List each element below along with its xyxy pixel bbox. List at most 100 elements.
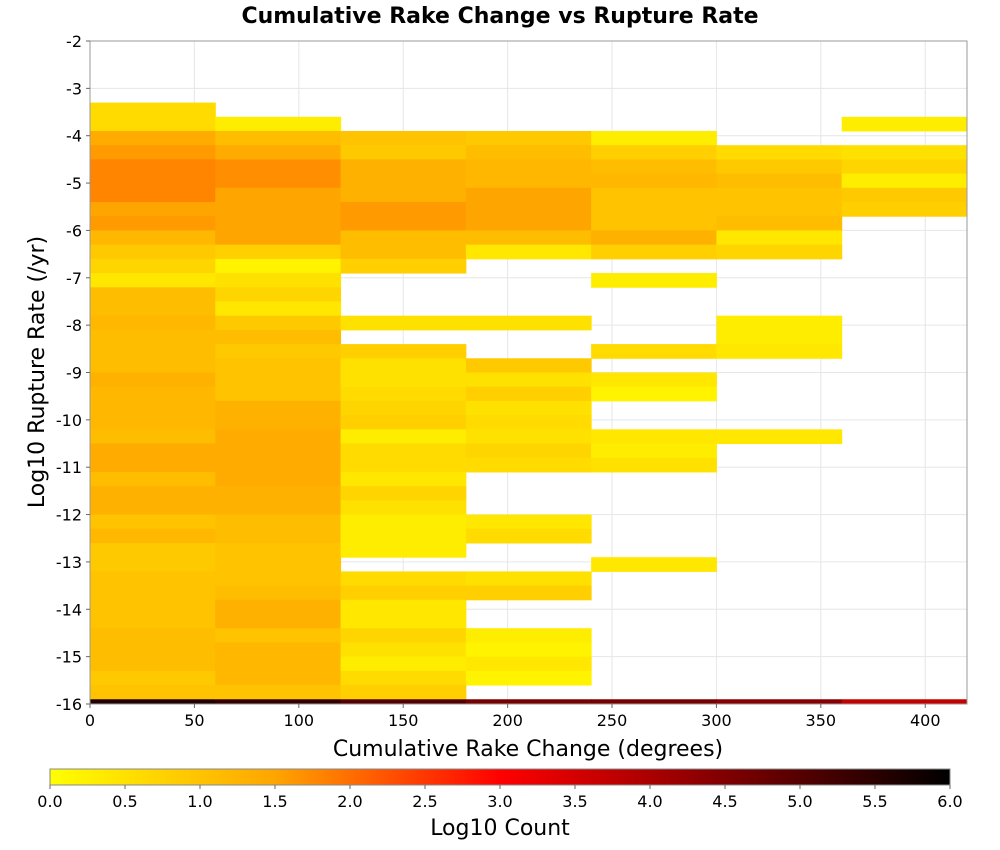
y-tick-label: -5 (66, 174, 82, 193)
heatmap-cell (340, 358, 467, 388)
heatmap-cell (215, 514, 342, 544)
y-tick-label: -13 (56, 553, 82, 572)
heatmap-cell (465, 699, 592, 705)
heatmap-cell (716, 230, 843, 246)
heatmap-cell (841, 159, 968, 175)
heatmap-cell (465, 656, 592, 672)
heatmap-cell (591, 557, 717, 572)
heatmap-cell (215, 642, 342, 686)
heatmap-cell (340, 628, 467, 643)
y-tick-label: -10 (56, 411, 82, 430)
colorbar-tick-label: 3.5 (562, 792, 587, 811)
x-tick-label: 350 (806, 711, 837, 730)
chart-title: Cumulative Rake Change vs Rupture Rate (241, 4, 758, 29)
colorbar-tick-label: 4.5 (712, 792, 737, 811)
heatmap-cell (340, 315, 467, 331)
heatmap-cell (340, 443, 467, 473)
heatmap-cell (90, 202, 216, 217)
heatmap-cell (90, 670, 216, 686)
heatmap-cell (591, 273, 717, 288)
heatmap-cell (90, 443, 216, 473)
heatmap-cell (465, 642, 592, 658)
colorbar-tick-label: 2.0 (337, 792, 362, 811)
colorbar-tick-label: 3.0 (487, 792, 512, 811)
heatmap-cell (465, 244, 592, 260)
heatmap-cell (841, 173, 968, 189)
colorbar-tick-label: 5.5 (862, 792, 887, 811)
heatmap-cell (465, 571, 592, 587)
heatmap-cell (90, 230, 216, 246)
heatmap-cell (90, 273, 216, 288)
heatmap-cell (841, 116, 968, 132)
colorbar-tick-label: 0.0 (37, 792, 62, 811)
heatmap-cell (215, 344, 342, 359)
heatmap-cell (841, 145, 968, 160)
heatmap-cell (340, 400, 467, 416)
heatmap-cell (591, 159, 717, 175)
heatmap-cell (90, 528, 216, 544)
heatmap-cell (340, 571, 467, 587)
heatmap-cell (90, 386, 216, 430)
heatmap-cell (90, 258, 216, 274)
heatmap-cell (591, 443, 717, 459)
y-tick-label: -16 (56, 695, 82, 714)
heatmap-cell (215, 400, 342, 430)
colorbar-ticks: 0.0 0.5 1.0 1.5 2.0 2.5 3.0 3.5 4.0 4.5 5.0 5.5 6.0 (37, 785, 963, 811)
colorbar-tick-label: 1.5 (262, 792, 287, 811)
heatmap-cell (215, 187, 342, 246)
heatmap-cell (90, 486, 216, 516)
y-axis-ticks: -2 -3 -4 -5 -6 -7 -8 -9 -10 -11 -12 -13 -14 -15 -16 (56, 32, 90, 714)
x-tick-label: 200 (492, 711, 523, 730)
heatmap-cell (90, 159, 216, 203)
heatmap-cell (465, 670, 592, 686)
colorbar (49, 768, 951, 786)
x-tick-label: 400 (910, 711, 941, 730)
heatmap-cell (340, 230, 467, 260)
y-tick-label: -8 (66, 316, 82, 335)
heatmap-cell (340, 344, 467, 359)
heatmap-cell (215, 258, 342, 274)
heatmap-cell (591, 244, 717, 260)
heatmap-cell (90, 130, 216, 146)
heatmap-cell (90, 429, 216, 445)
heatmap-cell (90, 699, 216, 705)
heatmap-cell (340, 159, 467, 203)
heatmap-cell (340, 685, 467, 700)
heatmap-cell (215, 429, 342, 487)
heatmap-cell (340, 386, 467, 402)
heatmap-cell (340, 429, 467, 445)
heatmap-cell (716, 173, 843, 189)
y-tick-label: -9 (66, 364, 82, 383)
heatmap-cell (340, 670, 467, 686)
heatmap-cell (591, 457, 717, 473)
heatmap-cell (340, 471, 467, 487)
heatmap-cell (465, 130, 592, 146)
y-tick-label: -7 (66, 269, 82, 288)
x-axis-label: Cumulative Rake Change (degrees) (333, 737, 723, 762)
heatmap-cell (215, 358, 342, 402)
y-tick-label: -6 (66, 221, 82, 240)
y-axis-label: Log10 Rupture Rate (/yr) (25, 236, 50, 508)
x-tick-label: 50 (184, 711, 204, 730)
heatmap-cell (340, 514, 467, 558)
heatmap-cell (215, 244, 342, 260)
heatmap-cell (841, 187, 968, 203)
colorbar-label: Log10 Count (430, 816, 570, 841)
heatmap-cell (90, 571, 216, 629)
heatmap-cell (215, 685, 342, 700)
x-tick-label: 250 (597, 711, 628, 730)
heatmap-cell (716, 429, 843, 445)
heatmap-cell (340, 258, 467, 274)
heatmap-cell (90, 244, 216, 260)
x-tick-label: 300 (701, 711, 732, 730)
y-tick-label: -14 (56, 600, 82, 619)
heatmap-cell (465, 145, 592, 160)
heatmap-cell (591, 386, 717, 402)
heatmap-cell (465, 372, 592, 388)
heatmap-cell (90, 287, 216, 317)
heatmap-cell (465, 528, 592, 544)
heatmap-cell (591, 187, 717, 231)
heatmap-cell (90, 471, 216, 487)
heatmap-cell (591, 372, 717, 388)
